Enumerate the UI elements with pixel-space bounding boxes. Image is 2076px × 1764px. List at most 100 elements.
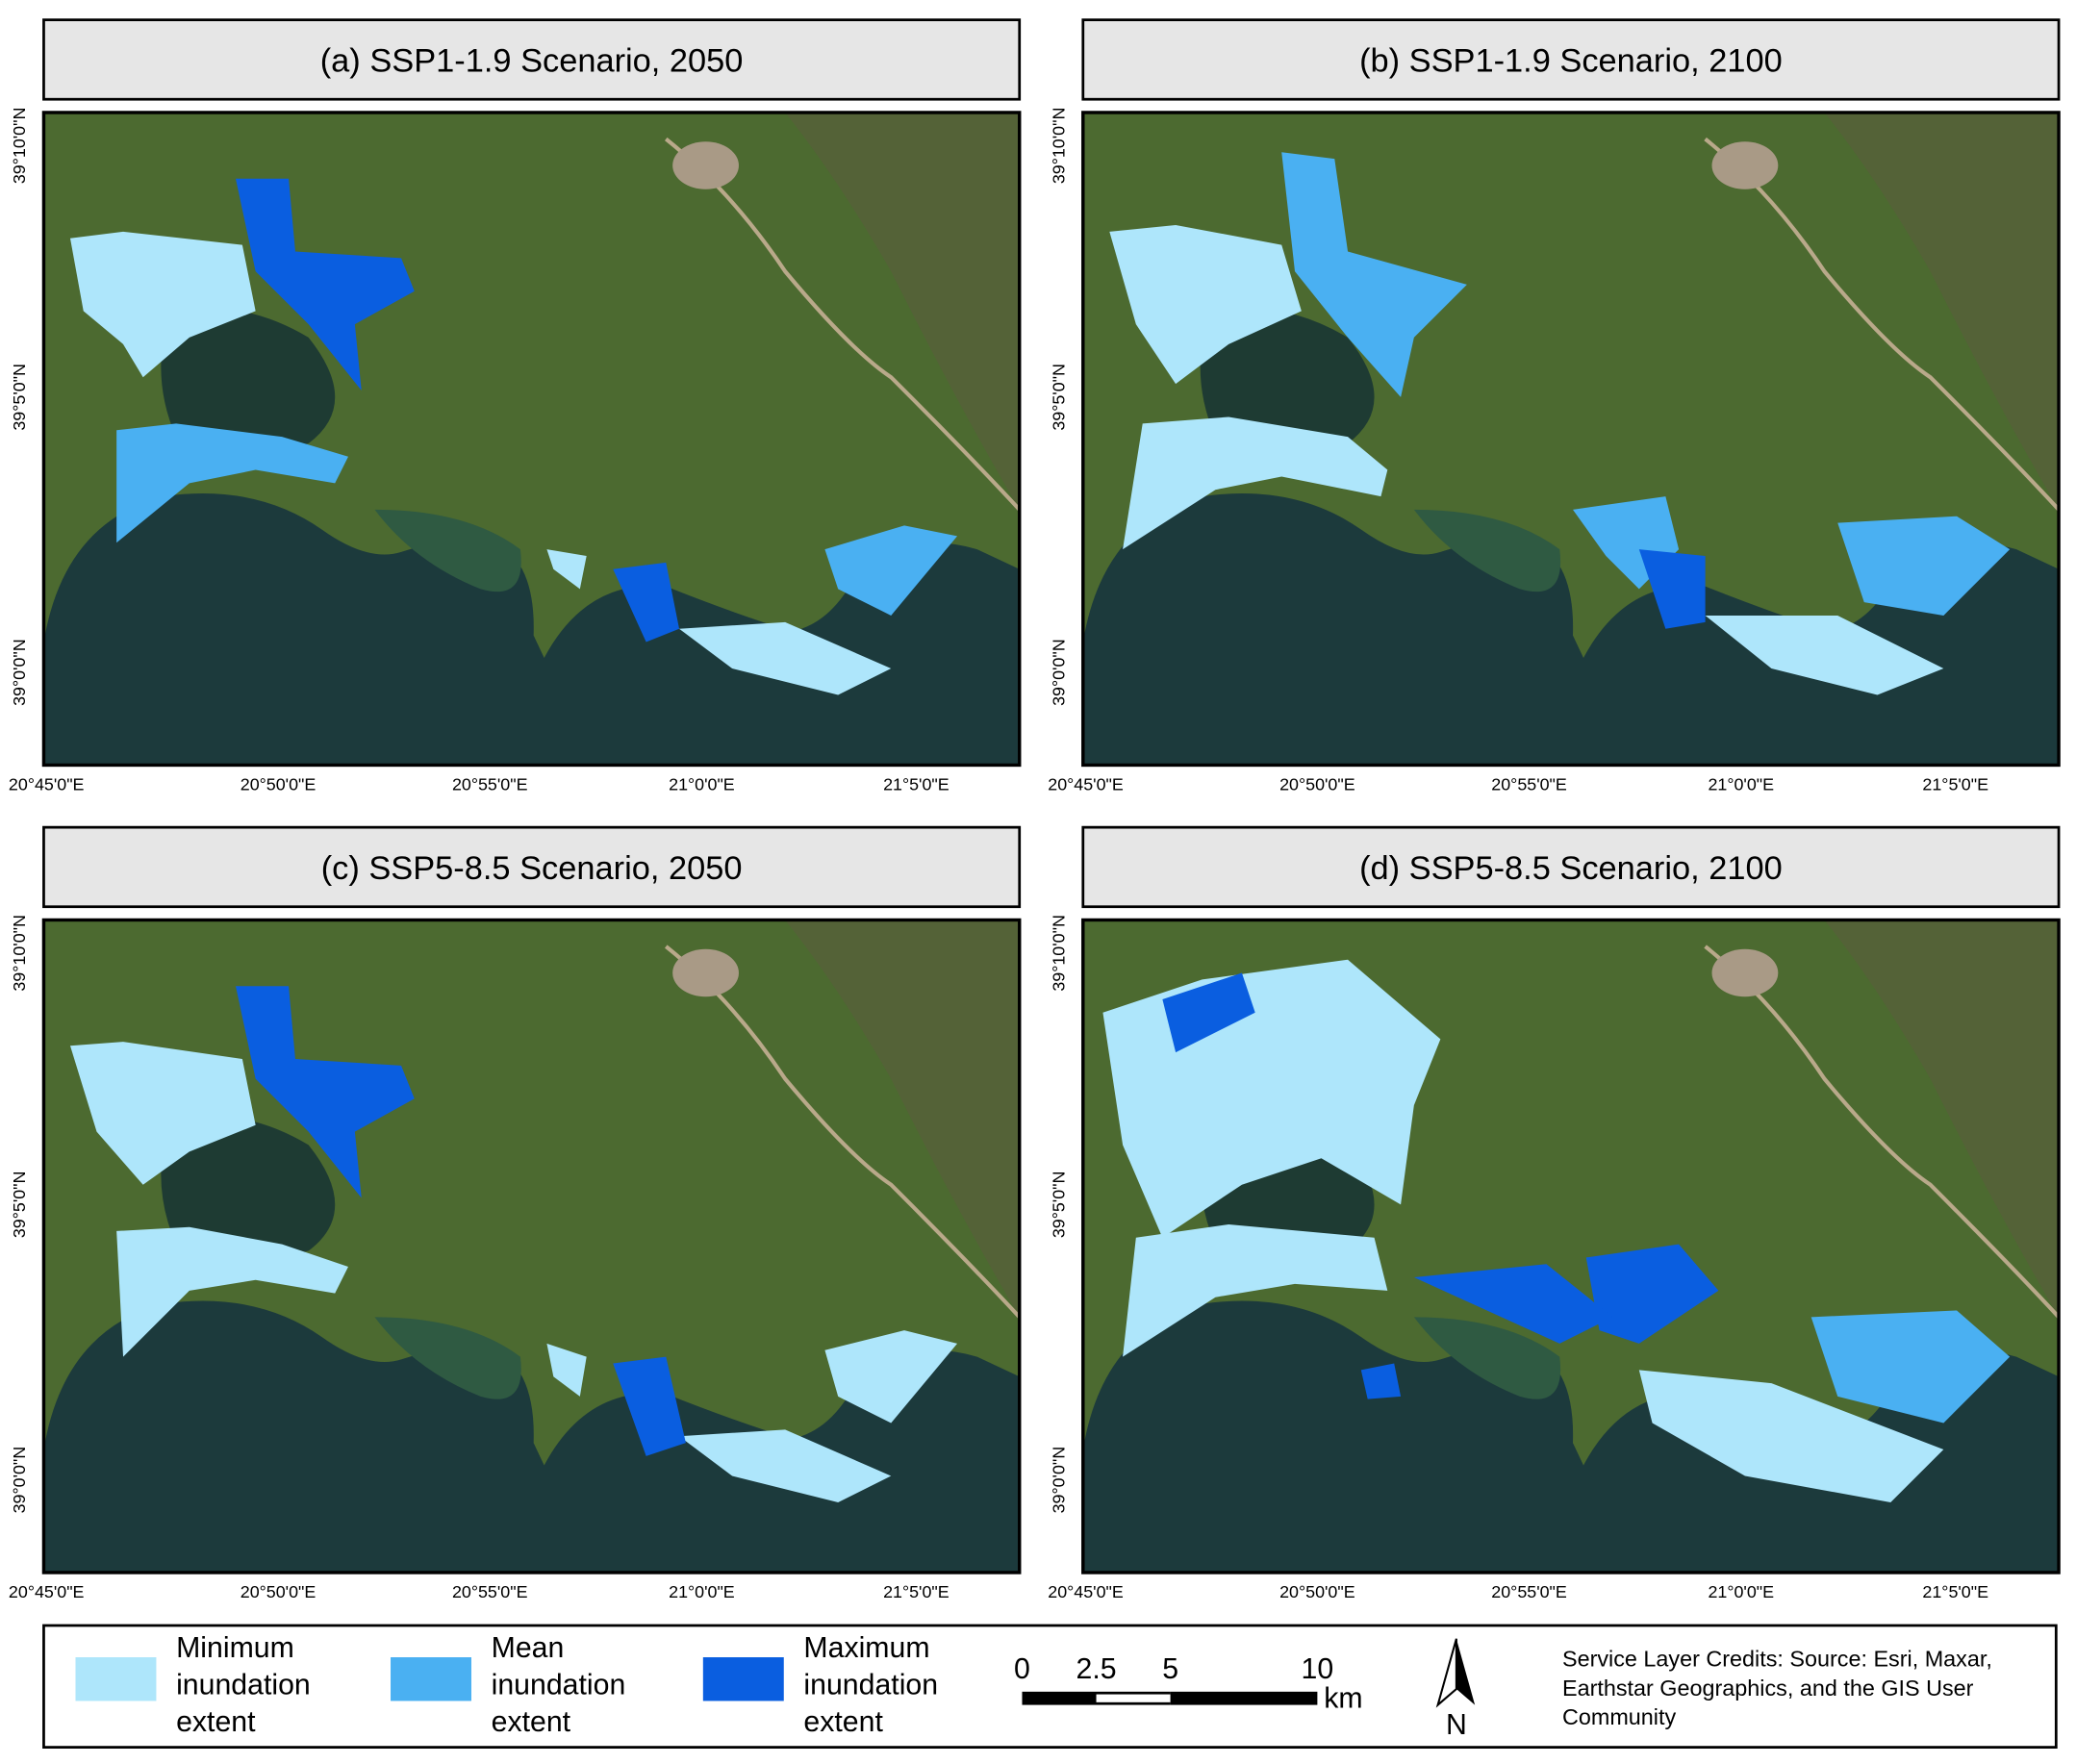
lat-label: 39°5'0"N xyxy=(10,364,29,431)
lat-label: 39°0'0"N xyxy=(10,639,29,706)
inundation xyxy=(69,1042,256,1185)
map-frame xyxy=(1081,918,2061,1575)
lon-label: 21°5'0"E xyxy=(1922,1582,1988,1601)
lon-label: 20°45'0"E xyxy=(9,775,85,794)
title-box xyxy=(42,825,1022,909)
inundation xyxy=(1705,615,1944,695)
legend-swatch xyxy=(702,1657,784,1701)
lagoon xyxy=(1200,307,1375,452)
inundation xyxy=(1109,224,1302,385)
lon-label: 21°5'0"E xyxy=(883,1582,949,1601)
inundation xyxy=(1162,972,1255,1053)
lon-label: 20°55'0"E xyxy=(452,775,528,794)
inundation xyxy=(69,231,256,378)
scale-label: 2.5 xyxy=(1076,1653,1117,1685)
inundation xyxy=(1123,1224,1388,1357)
inundation xyxy=(1123,416,1388,550)
sea-shallow xyxy=(374,509,521,592)
lon-label: 20°55'0"E xyxy=(1491,775,1567,794)
map xyxy=(1082,112,2060,766)
scale-seg xyxy=(1096,1694,1171,1702)
inundation xyxy=(824,525,958,616)
map-frame xyxy=(1081,111,2061,768)
inundation xyxy=(1638,549,1706,629)
inundation xyxy=(116,423,348,543)
legend-box xyxy=(42,1624,2058,1749)
lat-label: 39°5'0"N xyxy=(1050,364,1069,431)
scale-unit: km xyxy=(1324,1682,1362,1714)
legend-label: inundation xyxy=(803,1670,938,1701)
inundation xyxy=(236,178,415,391)
panel-title: (b) SSP1-1.9 Scenario, 2100 xyxy=(1359,42,1783,79)
hills xyxy=(1824,112,2060,510)
scale-label: 10 xyxy=(1302,1653,1334,1685)
lon-label: 21°5'0"E xyxy=(883,775,949,794)
inundation xyxy=(1413,1264,1613,1344)
sea-shallow xyxy=(1413,509,1561,592)
legend-label: inundation xyxy=(176,1670,311,1701)
town xyxy=(1711,948,1779,997)
sea xyxy=(1082,493,2060,766)
panel-title: (d) SSP5-8.5 Scenario, 2100 xyxy=(1359,850,1783,887)
legend-label: extent xyxy=(176,1706,256,1738)
lon-label: 20°45'0"E xyxy=(1048,1582,1124,1601)
lon-label: 20°45'0"E xyxy=(9,1582,85,1601)
road xyxy=(1704,137,2060,512)
inundation xyxy=(1281,152,1467,397)
inundation xyxy=(1810,1310,2011,1424)
lat-label: 39°10'0"N xyxy=(10,108,29,185)
credits: Community xyxy=(1562,1704,1677,1729)
lat-label: 39°10'0"N xyxy=(1050,108,1069,185)
hills xyxy=(785,112,1020,510)
sea xyxy=(1082,1300,2060,1573)
legend-label: Maximum xyxy=(803,1632,929,1664)
lon-label: 20°45'0"E xyxy=(1048,775,1124,794)
legend-swatch xyxy=(75,1657,157,1701)
lon-label: 21°0'0"E xyxy=(669,775,735,794)
lat-label: 39°5'0"N xyxy=(10,1172,29,1239)
inundation xyxy=(679,1429,892,1503)
lat-label: 39°0'0"N xyxy=(1050,639,1069,706)
lat-label: 39°10'0"N xyxy=(1050,915,1069,992)
inundation xyxy=(116,1226,348,1357)
inundation xyxy=(613,1356,686,1456)
lon-label: 20°50'0"E xyxy=(1279,775,1355,794)
inundation xyxy=(546,1343,587,1397)
lon-label: 21°0'0"E xyxy=(1708,1582,1774,1601)
road xyxy=(664,945,1020,1319)
lagoon xyxy=(161,307,336,452)
town xyxy=(672,141,739,189)
credits: Service Layer Credits: Source: Esri, Max… xyxy=(1562,1647,1992,1672)
credits: Earthstar Geographics, and the GIS User xyxy=(1562,1676,1974,1701)
legend-label: inundation xyxy=(492,1670,626,1701)
lagoon xyxy=(161,1115,336,1260)
lon-label: 20°50'0"E xyxy=(241,775,316,794)
lon-label: 21°0'0"E xyxy=(669,1582,735,1601)
title-box xyxy=(42,18,1022,101)
inundation xyxy=(1837,516,2011,616)
legend-label: extent xyxy=(492,1706,571,1738)
sea xyxy=(43,1300,1020,1573)
lat-label: 39°10'0"N xyxy=(10,915,29,992)
legend-label: Minimum xyxy=(176,1632,294,1664)
inundation xyxy=(236,986,415,1198)
town xyxy=(1711,141,1779,189)
lon-label: 21°5'0"E xyxy=(1922,775,1988,794)
lon-label: 20°55'0"E xyxy=(452,1582,528,1601)
map xyxy=(43,920,1020,1573)
panel-title: (a) SSP1-1.9 Scenario, 2050 xyxy=(320,42,744,79)
sea-shallow xyxy=(1413,1317,1561,1399)
north-label: N xyxy=(1446,1709,1467,1741)
sea-shallow xyxy=(374,1317,521,1399)
inundation xyxy=(613,562,680,643)
panel-title: (c) SSP5-8.5 Scenario, 2050 xyxy=(321,850,743,887)
map-frame xyxy=(41,918,1022,1575)
map xyxy=(1082,920,2060,1573)
title-box xyxy=(1081,18,2061,101)
inundation xyxy=(824,1330,958,1424)
inundation xyxy=(1585,1244,1719,1344)
inundation xyxy=(1360,1363,1402,1399)
inundation xyxy=(1638,1370,1944,1503)
sea xyxy=(43,493,1020,766)
